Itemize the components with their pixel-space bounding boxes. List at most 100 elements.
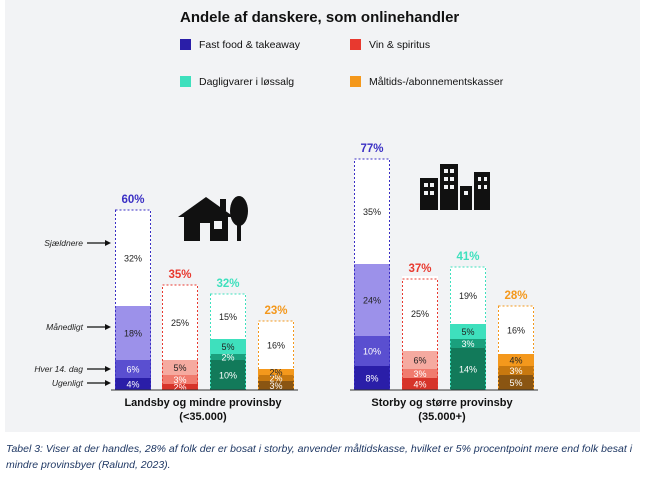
bar-segment-label: 2% (173, 383, 186, 393)
bar-segment-label: 24% (363, 296, 381, 306)
bar-segment-vin-spiritus-ugenligt (402, 378, 438, 390)
bar-total-label-m-ltids-abonnementskasser: 23% (264, 305, 287, 317)
bar-outline-fast-food-takeaway (354, 158, 390, 391)
bar-segment-m-ltids-abonnementskasser-hver-14-dag (258, 375, 294, 381)
frequency-label-ugenligt: Ugenligt (52, 378, 84, 388)
bar-segment-label: 5% (461, 327, 474, 337)
bar-total-label-vin-spiritus: 35% (168, 269, 191, 281)
legend-swatch-dagligvarer-i-l-ssalg (180, 76, 191, 87)
frequency-labels: Sjældnere Månedligt Hver 14. dag Ugenligt (34, 238, 111, 388)
city-buildings-icon (420, 164, 490, 210)
legend: Fast food & takeaway Vin & spiritus Daglig… (180, 39, 504, 88)
frequency-arrow-head (105, 324, 111, 330)
bar-segment-dagligvarer-i-l-ssalg-m-nedligt (450, 324, 486, 339)
bar-segment-m-ltids-abonnementskasser-sj-ldnere (498, 306, 534, 354)
bar-segment-m-ltids-abonnementskasser-m-nedligt (258, 369, 294, 375)
bar-segment-label: 25% (171, 318, 189, 328)
bar-segment-label: 3% (269, 381, 282, 391)
bar-segment-vin-spiritus-sj-ldnere (402, 276, 438, 351)
bar-segment-label: 3% (509, 366, 522, 376)
frequency-label-sj-ldnere: Sjældnere (44, 238, 83, 248)
frequency-label-m-nedligt: Månedligt (46, 322, 83, 332)
group-label-line1: Landsby og mindre provinsby (124, 397, 282, 409)
bar-total-label-fast-food-takeaway: 77% (360, 143, 383, 155)
figure-caption: Tabel 3: Viser at der handles, 28% af fo… (6, 443, 633, 471)
bar-segment-dagligvarer-i-l-ssalg-hver-14-dag (210, 354, 246, 360)
bar-total-label-dagligvarer-i-l-ssalg: 41% (456, 251, 479, 263)
bar-segment-fast-food-takeaway-m-nedligt (354, 264, 390, 336)
bar-segment-label: 18% (124, 329, 142, 339)
bar-segment-label: 8% (365, 374, 378, 384)
legend-label-m-ltids-abonnementskasser: Måltids-/abonnementskasser (369, 76, 504, 88)
bar-segment-label: 3% (461, 339, 474, 349)
bar-segment-label: 5% (221, 342, 234, 352)
legend-swatch-vin-spiritus (350, 39, 361, 50)
bar-segment-m-ltids-abonnementskasser-hver-14-dag (498, 366, 534, 375)
bar-segment-dagligvarer-i-l-ssalg-sj-ldnere (210, 294, 246, 339)
frequency-arrow-head (105, 380, 111, 386)
group-label-line1: Storby og større provinsby (371, 397, 513, 409)
bar-segment-label: 3% (173, 375, 186, 385)
bar-total-label-vin-spiritus: 37% (408, 263, 431, 275)
bar-segment-m-ltids-abonnementskasser-ugenligt (498, 375, 534, 390)
legend-label-fast-food-takeaway: Fast food & takeaway (199, 39, 301, 51)
bar-segment-dagligvarer-i-l-ssalg-ugenligt (450, 348, 486, 390)
bar-segment-label: 4% (509, 356, 522, 366)
bar-segment-vin-spiritus-hver-14-dag (162, 375, 198, 384)
icons (178, 164, 490, 241)
legend-swatch-fast-food-takeaway (180, 39, 191, 50)
bar-segment-dagligvarer-i-l-ssalg-m-nedligt (210, 339, 246, 354)
group-labels: Landsby og mindre provinsby (<35.000) Stor… (124, 397, 513, 423)
bar-segment-label: 10% (363, 347, 381, 357)
bar-segment-m-ltids-abonnementskasser-m-nedligt (498, 354, 534, 366)
bar-segment-label: 5% (173, 363, 186, 373)
bar-total-label-fast-food-takeaway: 60% (121, 194, 144, 206)
bar-segment-m-ltids-abonnementskasser-ugenligt (258, 381, 294, 390)
house-icon (178, 196, 248, 241)
bar-segment-label: 2% (269, 368, 282, 378)
bar-segment-label: 4% (413, 380, 426, 390)
bar-segment-label: 16% (267, 341, 285, 351)
frequency-label-hver-14-dag: Hver 14. dag (34, 364, 83, 374)
bar-outline-dagligvarer-i-l-ssalg (450, 266, 486, 391)
bar-segment-fast-food-takeaway-ugenligt (115, 378, 151, 390)
bar-segment-fast-food-takeaway-sj-ldnere (115, 210, 151, 306)
bar-segment-vin-spiritus-m-nedligt (402, 351, 438, 369)
bar-segment-fast-food-takeaway-sj-ldnere (354, 159, 390, 264)
bar-segment-label: 32% (124, 254, 142, 264)
bar-segment-label: 25% (411, 309, 429, 319)
bar-segment-label: 3% (413, 369, 426, 379)
bar-total-label-dagligvarer-i-l-ssalg: 32% (216, 278, 239, 290)
bars: 4%6%18%32%60%2%3%5%25%35%10%2%5%15%32%3%… (111, 143, 538, 393)
group-label-line2: (35.000+) (418, 411, 466, 423)
bar-segment-label: 2% (221, 353, 234, 363)
legend-swatch-m-ltids-abonnementskasser (350, 76, 361, 87)
bar-segment-label: 14% (459, 365, 477, 375)
bar-segment-label: 35% (363, 207, 381, 217)
bar-total-label-m-ltids-abonnementskasser: 28% (504, 290, 527, 302)
bar-segment-label: 6% (413, 356, 426, 366)
frequency-arrow-head (105, 366, 111, 372)
bar-segment-label: 15% (219, 312, 237, 322)
bar-segment-dagligvarer-i-l-ssalg-sj-ldnere (450, 267, 486, 324)
legend-label-vin-spiritus: Vin & spiritus (369, 39, 430, 51)
chart-title: Andele af danskere, som onlinehandler (180, 9, 459, 26)
bar-segment-label: 10% (219, 371, 237, 381)
bar-segment-label: 2% (269, 374, 282, 384)
chart-svg: Andele af danskere, som onlinehandler Fa… (34, 9, 538, 423)
frequency-arrow-head (105, 240, 111, 246)
bar-outline-vin-spiritus (402, 278, 438, 391)
bar-segment-label: 6% (126, 365, 139, 375)
bar-segment-vin-spiritus-sj-ldnere (162, 285, 198, 360)
bar-segment-fast-food-takeaway-m-nedligt (115, 306, 151, 360)
bar-segment-label: 4% (126, 380, 139, 390)
bar-segment-dagligvarer-i-l-ssalg-ugenligt (210, 360, 246, 390)
bar-segment-dagligvarer-i-l-ssalg-hver-14-dag (450, 339, 486, 348)
bar-segment-m-ltids-abonnementskasser-sj-ldnere (258, 321, 294, 369)
bar-segment-vin-spiritus-m-nedligt (162, 360, 198, 375)
legend-label-dagligvarer-i-l-ssalg: Dagligvarer i løssalg (199, 76, 294, 88)
chart-figure: Andele af danskere, som onlinehandler Fa… (5, 0, 640, 432)
bar-segment-fast-food-takeaway-hver-14-dag (115, 360, 151, 378)
bar-segment-label: 5% (509, 378, 522, 388)
group-label-line2: (<35.000) (179, 411, 227, 423)
